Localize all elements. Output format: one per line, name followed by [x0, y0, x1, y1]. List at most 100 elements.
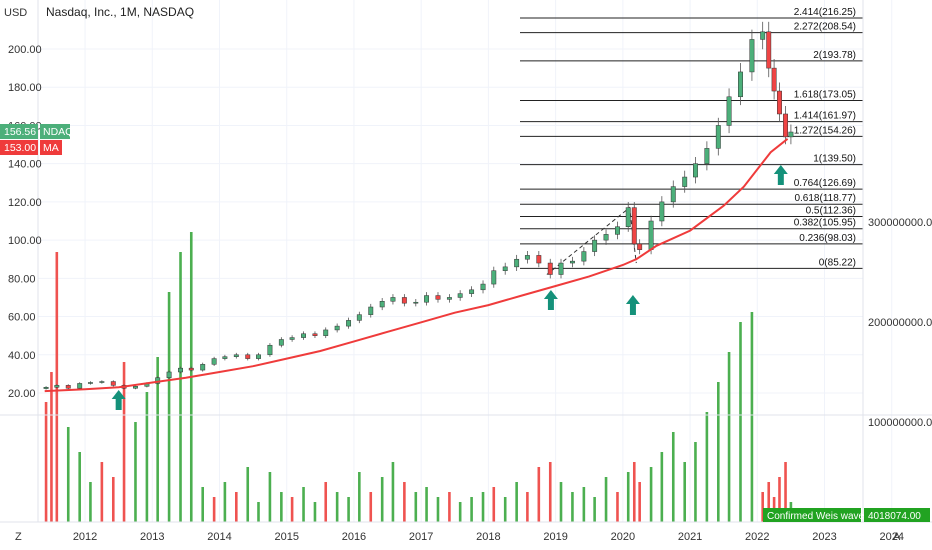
- candle-body: [659, 201, 665, 222]
- volume-tick-label: 200000000.00: [868, 317, 932, 329]
- volume-bar: [548, 462, 552, 522]
- x-tick-label: 2022: [745, 531, 769, 543]
- fib-level-label: 1.272(154.26): [794, 125, 856, 136]
- candle-body: [502, 266, 508, 271]
- x-tick-label: 2015: [274, 531, 298, 543]
- candle-body: [603, 234, 609, 241]
- volume-tick-label: 100000000.00: [868, 417, 932, 429]
- candle-body: [390, 297, 396, 302]
- zoom-toggle-button[interactable]: Z: [15, 531, 22, 543]
- volume-bar: [89, 482, 92, 522]
- candle-body: [222, 356, 228, 359]
- candle-body: [648, 220, 654, 250]
- x-tick-label: 2021: [678, 531, 702, 543]
- candle-body: [267, 344, 273, 356]
- candle-body: [368, 306, 374, 315]
- candle-body: [625, 207, 631, 227]
- candle-body: [65, 385, 71, 389]
- candle-body: [77, 383, 83, 389]
- x-tick-label: 2017: [409, 531, 433, 543]
- fib-level-label: 2(193.78): [813, 50, 856, 61]
- price-label-text: NDAQ: [43, 126, 73, 138]
- volume-bar: [313, 502, 317, 522]
- candle-body: [480, 283, 486, 291]
- volume-bar: [458, 502, 462, 522]
- candle-body: [424, 295, 430, 303]
- x-tick-label: 2019: [543, 531, 567, 543]
- candle-body: [256, 354, 261, 359]
- x-tick-label: 2012: [73, 531, 97, 543]
- auto-scale-button[interactable]: A: [893, 531, 901, 543]
- fib-level-label: 0.236(98.03): [799, 233, 856, 244]
- candle-body: [615, 226, 620, 235]
- volume-bar: [111, 477, 115, 522]
- y-tick-label: 40.00: [8, 350, 36, 362]
- volume-bar: [448, 492, 451, 522]
- volume-bar: [66, 427, 70, 522]
- x-tick-label: 2013: [140, 531, 164, 543]
- candle-body: [760, 31, 766, 40]
- candle-body: [446, 297, 452, 300]
- price-badge: [0, 124, 38, 139]
- volume-bar: [571, 492, 574, 522]
- candle-body: [54, 385, 60, 388]
- volume-bar: [492, 487, 496, 522]
- candle-body: [682, 176, 688, 187]
- candle-body: [278, 339, 284, 346]
- candle-body: [749, 39, 755, 73]
- volume-bar: [347, 497, 350, 522]
- up-arrow-icon: [111, 390, 126, 410]
- volume-bar: [134, 422, 137, 522]
- volume-bar: [167, 292, 171, 522]
- volume-bar: [414, 492, 418, 522]
- candle-body: [704, 148, 710, 164]
- candles: [43, 21, 794, 390]
- volume-bar: [727, 352, 731, 522]
- volume-bar: [145, 392, 149, 522]
- y-tick-label: 200.00: [8, 44, 42, 56]
- volume-bar: [358, 472, 361, 522]
- candle-body: [637, 243, 643, 250]
- fib-level-label: 0(85.22): [819, 257, 856, 268]
- volume-bar: [223, 482, 227, 522]
- candle-body: [379, 301, 385, 308]
- fib-level-label: 2.272(208.54): [794, 22, 856, 33]
- candle-body: [233, 354, 239, 357]
- candle-body: [301, 333, 306, 338]
- weis-wave-label: Confirmed Weis wave up: [767, 511, 878, 522]
- volume-bar: [503, 497, 507, 522]
- volume-bar: [626, 472, 630, 522]
- candle-body: [592, 239, 598, 252]
- fib-level-label: 0.5(112.36): [806, 205, 856, 216]
- candle-body: [558, 262, 564, 275]
- volume-bar: [705, 412, 709, 522]
- fib-level-label: 1.618(173.05): [794, 90, 856, 101]
- candle-body: [738, 71, 743, 98]
- candle-body: [536, 255, 542, 264]
- volume-bar: [616, 492, 619, 522]
- fib-level-label: 1.414(161.97): [794, 111, 856, 122]
- volume-bar: [767, 482, 771, 522]
- fib-level-label: 0.764(126.69): [794, 178, 856, 189]
- volume-bar: [671, 432, 675, 522]
- volume-bar: [44, 402, 48, 522]
- volume-bar: [526, 492, 529, 522]
- candle-body: [469, 289, 475, 294]
- currency-label: USD: [4, 7, 27, 19]
- volume-bar: [481, 492, 485, 522]
- candle-body: [670, 186, 676, 203]
- up-arrow-icon: [543, 290, 558, 310]
- volume-bar: [604, 477, 608, 522]
- candle-body: [726, 96, 732, 126]
- weis-wave-value-badge: [864, 508, 930, 522]
- candle-body: [413, 301, 419, 304]
- volume-bar: [593, 497, 596, 522]
- up-arrow-icon: [625, 295, 640, 315]
- volume-bar: [100, 462, 104, 522]
- volume-axis: 100000000.00 200000000.00 300000000.00: [868, 217, 932, 429]
- candle-body: [166, 371, 172, 378]
- volume-bar: [559, 482, 563, 522]
- fib-level-label: 1(139.50): [813, 154, 856, 165]
- candle-body: [491, 270, 497, 285]
- candle-body: [133, 386, 138, 389]
